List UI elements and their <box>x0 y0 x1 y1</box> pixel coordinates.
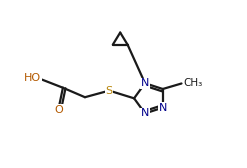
Text: CH₃: CH₃ <box>183 78 203 89</box>
Text: S: S <box>106 86 113 96</box>
Text: N: N <box>141 78 149 88</box>
Text: O: O <box>54 105 63 115</box>
Text: N: N <box>159 103 167 113</box>
Text: HO: HO <box>24 73 41 83</box>
Text: N: N <box>141 108 149 118</box>
